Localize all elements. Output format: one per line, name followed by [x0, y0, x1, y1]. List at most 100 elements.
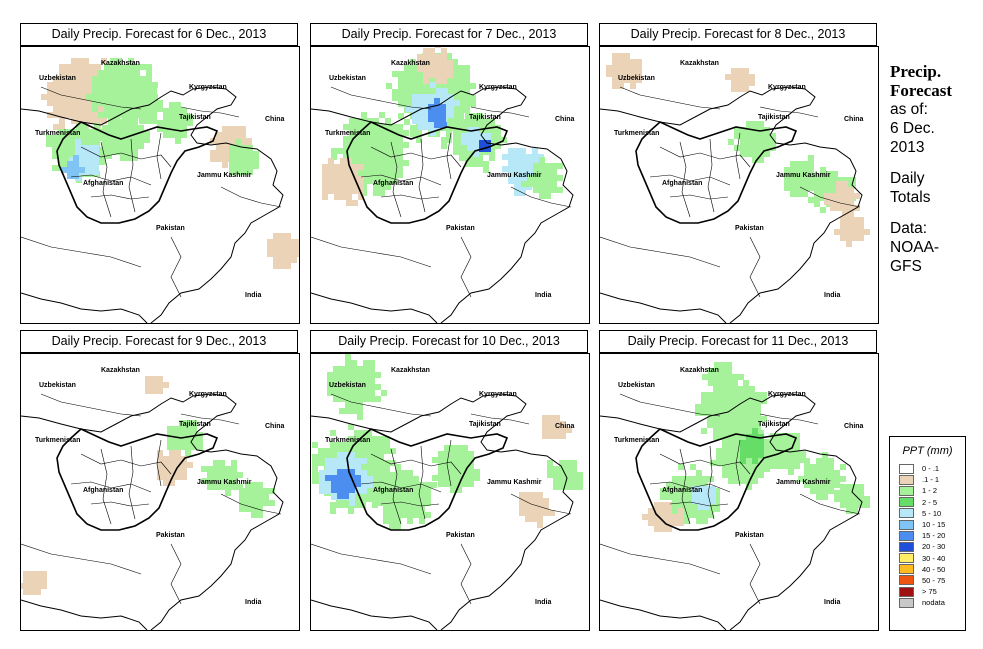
- precip-cell: [77, 106, 83, 112]
- legend-item: 1 - 2: [890, 485, 965, 496]
- map-label-pakistan: Pakistan: [446, 532, 475, 539]
- precip-cell: [231, 466, 237, 472]
- precip-cell: [351, 378, 357, 384]
- precip-cell: [354, 496, 360, 502]
- map-label-kazakhstan: Kazakhstan: [101, 367, 140, 374]
- precip-cell: [537, 492, 543, 498]
- precip-cell: [128, 82, 134, 88]
- precip-cell: [383, 488, 389, 494]
- precip-cell: [734, 127, 740, 133]
- precip-cell: [660, 514, 666, 520]
- precip-cell: [397, 166, 403, 172]
- precip-cell: [452, 113, 458, 119]
- precip-cell: [734, 442, 740, 448]
- precip-cell: [391, 160, 397, 166]
- precip-cell: [110, 88, 116, 94]
- precip-cell: [401, 482, 407, 488]
- precip-cell: [333, 396, 339, 402]
- precip-cell: [53, 106, 59, 112]
- precip-cell: [114, 125, 120, 131]
- precip-cell: [378, 448, 384, 454]
- precip-cell: [407, 512, 413, 518]
- precip-cell: [245, 482, 251, 488]
- precip-cell: [146, 70, 152, 76]
- precip-cell: [720, 374, 726, 380]
- precip-cell: [395, 506, 401, 512]
- legend-label: 10 - 15: [922, 520, 946, 530]
- precip-cell: [235, 163, 241, 169]
- precip-cell: [360, 496, 366, 502]
- precip-cell: [297, 245, 299, 251]
- afghanistan-border: [635, 121, 798, 224]
- precip-cell: [755, 416, 761, 422]
- precip-cell: [832, 177, 838, 183]
- precip-cell: [728, 466, 734, 472]
- precip-cell: [714, 362, 720, 368]
- precip-cell: [477, 119, 483, 125]
- precip-cell: [47, 112, 53, 118]
- precip-cell: [83, 106, 89, 112]
- precip-cell: [429, 54, 435, 60]
- precip-cell: [722, 436, 728, 442]
- precip-cell: [826, 183, 832, 189]
- precip-cell: [257, 512, 263, 518]
- precip-cell: [116, 88, 122, 94]
- precip-cell: [464, 83, 470, 89]
- precip-cell: [746, 446, 752, 452]
- precip-cell: [53, 100, 59, 106]
- precip-cell: [81, 157, 87, 163]
- precip-cell: [461, 133, 467, 139]
- precip-cell: [345, 384, 351, 390]
- precip-cell: [257, 488, 263, 494]
- precip-cell: [175, 462, 181, 468]
- precip-cell: [398, 77, 404, 83]
- precip-cell: [375, 396, 381, 402]
- precip-cell: [345, 396, 351, 402]
- precip-cell: [391, 178, 397, 184]
- precip-cell: [279, 263, 285, 269]
- precip-cell: [612, 71, 618, 77]
- precip-cell: [94, 129, 100, 135]
- precip-cell: [346, 200, 352, 206]
- precip-cell: [219, 460, 225, 466]
- precip-cell: [384, 478, 390, 484]
- precip-cell: [145, 82, 151, 88]
- precip-cell: [520, 172, 526, 178]
- precip-cell: [366, 430, 372, 436]
- legend-swatch: [899, 530, 914, 541]
- province-boundary: [510, 493, 572, 515]
- coastline: [311, 292, 438, 323]
- precip-cell: [70, 129, 76, 135]
- precip-cell: [473, 145, 479, 151]
- precip-cell: [547, 472, 553, 478]
- precip-cell: [678, 514, 684, 520]
- precip-cell: [339, 372, 345, 378]
- precip-cell: [740, 430, 746, 436]
- precip-cell: [92, 100, 98, 106]
- precip-cell: [746, 145, 752, 151]
- precip-cell: [216, 138, 222, 144]
- precip-cell: [828, 458, 834, 464]
- precip-cell: [369, 378, 375, 384]
- precip-cell: [743, 416, 749, 422]
- precip-map: Kazakhstan Uzbekistan Kyrgyzstan Tajikistan…: [599, 46, 879, 324]
- precip-cell: [618, 59, 624, 65]
- precip-cell: [554, 421, 560, 427]
- precip-cell: [385, 136, 391, 142]
- precip-cell: [704, 492, 710, 498]
- precip-cell: [398, 71, 404, 77]
- precip-cell: [228, 126, 234, 132]
- precip-cell: [378, 454, 384, 460]
- precip-cell: [672, 520, 678, 526]
- precip-cell: [366, 454, 372, 460]
- precip-cell: [810, 464, 816, 470]
- precip-cell: [758, 139, 764, 145]
- precip-cell: [93, 157, 99, 163]
- precip-cell: [69, 157, 75, 163]
- precip-cell: [181, 468, 187, 474]
- precip-cell: [678, 464, 684, 470]
- precip-cell: [743, 386, 749, 392]
- precip-cell: [366, 496, 372, 502]
- precip-cell: [465, 149, 471, 155]
- map-label-kyrgyzstan: Kyrgyzstan: [189, 391, 227, 398]
